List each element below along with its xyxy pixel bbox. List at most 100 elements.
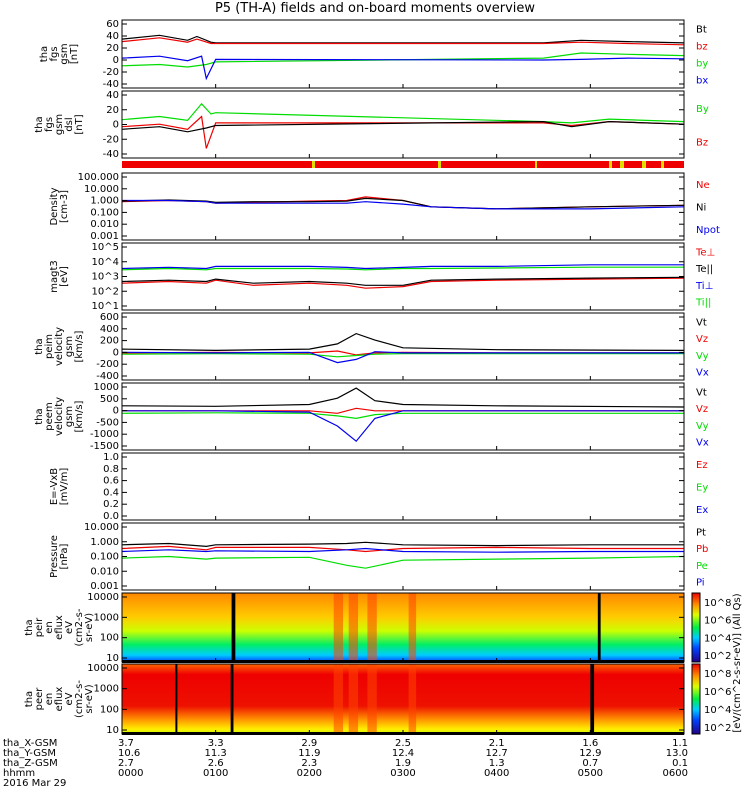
y-axis-label: [nPa] <box>59 543 70 569</box>
colorbar-label: [eV/(cm^2-s-sr-eV)] (All Qs) <box>732 593 743 732</box>
y-axis-label: tha <box>39 46 50 62</box>
y-tick-label: 10000 <box>87 592 119 603</box>
series-npot <box>122 199 685 210</box>
y-axis-label: velocity <box>54 327 65 366</box>
y-tick-label: -20 <box>103 67 119 78</box>
spectrogram-streak <box>408 593 417 662</box>
y-axis-label: peim <box>44 334 55 359</box>
x-axis-value: 0400 <box>484 768 509 779</box>
x-axis-value: 0200 <box>297 768 322 779</box>
series-pt <box>121 541 684 548</box>
x-axis-value: 11.3 <box>205 748 227 759</box>
y-axis-label: E=-VxB <box>49 468 60 505</box>
series-vy <box>121 352 684 358</box>
y-axis-label: (cm2-s- <box>74 608 85 646</box>
y-tick-label: 0.0 <box>103 511 119 522</box>
y-tick-label: -20 <box>103 134 119 145</box>
y-tick-label: 40 <box>106 31 119 42</box>
y-axis-label: [km/s] <box>74 400 85 432</box>
y-tick-label: 20 <box>106 105 119 116</box>
colorbar-tick-label: 10^8 <box>704 669 731 680</box>
y-axis-label: tha <box>24 691 35 707</box>
y-tick-label: -40 <box>103 79 119 90</box>
y-tick-label: -400 <box>96 371 119 382</box>
x-axis-row-label: tha_X-GSM <box>3 738 57 749</box>
panel-frame <box>121 382 685 451</box>
legend-entry: Ti⊥ <box>695 281 713 292</box>
y-axis-label: peem <box>44 402 55 430</box>
y-tick-label: 1000 <box>94 612 119 623</box>
y-axis-label: fgs <box>49 46 60 61</box>
y-tick-label: -500 <box>96 417 119 428</box>
panel-frame <box>121 452 685 521</box>
y-tick-label: 0.001 <box>90 231 119 242</box>
legend-entry: Pi <box>696 578 705 589</box>
x-axis-value: 11.9 <box>298 748 320 759</box>
x-axis-value: 2.6 <box>208 758 224 769</box>
data-gap <box>590 664 595 734</box>
spectrogram-streak <box>367 664 377 734</box>
colorbar-tick-label: 10^8 <box>704 598 731 609</box>
data-gap <box>230 664 234 734</box>
y-tick-label: 60 <box>106 19 119 30</box>
legend-entry: Pe <box>696 561 708 572</box>
colorbar-tick-label: 10^6 <box>704 616 731 627</box>
y-tick-label: 1000 <box>94 382 119 393</box>
y-tick-label: 0.100 <box>90 207 119 218</box>
legend-entry: Pt <box>696 527 706 538</box>
legend-entry: Bt <box>696 25 707 36</box>
y-tick-label: 400 <box>100 324 119 335</box>
panel-pressure: 10.000 1.000 0.100 0.010 0.001 Pressure [nPa] <box>49 522 685 592</box>
status-bar-gap <box>535 161 537 168</box>
y-tick-label: -1500 <box>90 441 119 452</box>
y-axis-label: [mV/m] <box>59 468 70 506</box>
y-axis-label: en <box>44 693 55 706</box>
x-axis-value: 12.9 <box>579 748 601 759</box>
legend-entry: Te|| <box>695 264 713 275</box>
y-axis-label: eV <box>64 621 75 634</box>
status-bar-gap <box>438 161 441 168</box>
x-axis-value: 1.3 <box>489 758 505 769</box>
series-pi <box>121 547 684 553</box>
y-tick-label: 0 <box>113 406 119 417</box>
x-axis-value: 0300 <box>390 768 415 779</box>
data-gap <box>231 593 236 662</box>
legend-entry: by <box>696 59 708 70</box>
legend-entry: Vz <box>696 404 708 415</box>
x-axis-value: 0.1 <box>672 758 688 769</box>
status-bar-gap <box>661 161 664 168</box>
y-axis-label: sr-eV) <box>84 684 95 713</box>
y-axis-label: [nT] <box>69 44 80 64</box>
series-trace <box>121 120 685 133</box>
y-tick-label: 0.010 <box>90 566 119 577</box>
y-tick-label: 10^1 <box>92 301 119 312</box>
x-axis-value: 2.5 <box>395 738 411 749</box>
legend-entry: Ez <box>696 460 708 471</box>
series-by <box>121 52 685 68</box>
y-tick-label: 1.000 <box>90 196 119 207</box>
status-bar-gap <box>312 161 315 168</box>
y-tick-label: 10000 <box>87 663 119 674</box>
y-axis-label: velocity <box>54 397 65 436</box>
y-axis-label: en <box>44 621 55 634</box>
legend-entry: Ex <box>696 505 708 516</box>
legend-entry: Npot <box>696 225 720 236</box>
series-vy <box>121 412 684 420</box>
x-axis-value: 12.4 <box>392 748 414 759</box>
y-axis-label: tha <box>34 408 45 424</box>
legend-entry: Pb <box>696 544 708 555</box>
legend-entry: Vy <box>696 421 709 432</box>
status-bar-gap <box>620 161 624 168</box>
x-axis-value: 3.3 <box>208 738 224 749</box>
x-axis-value: 2.1 <box>489 738 505 749</box>
x-axis-value: 1.9 <box>395 758 411 769</box>
x-axis-row-label: 2016 Mar 29 <box>3 778 66 789</box>
legend-entry: By <box>696 104 709 115</box>
x-axis-value: 2.7 <box>118 758 134 769</box>
panel-frame <box>121 522 685 591</box>
series-ti⊥ <box>121 264 684 270</box>
spectrogram-streak <box>348 664 359 734</box>
y-axis-label: [cm-3] <box>59 190 70 223</box>
y-tick-label: 10^4 <box>92 257 119 268</box>
y-axis-label: [eV] <box>59 266 70 287</box>
